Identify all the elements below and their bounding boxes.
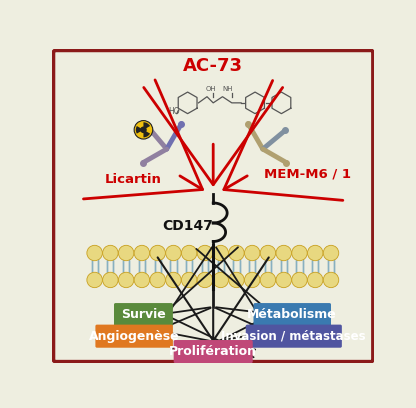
Text: MEM-M6 / 1: MEM-M6 / 1 xyxy=(264,167,351,180)
Circle shape xyxy=(292,245,307,261)
Text: OH: OH xyxy=(206,86,216,92)
Circle shape xyxy=(229,245,244,261)
Wedge shape xyxy=(144,122,150,129)
FancyBboxPatch shape xyxy=(54,51,373,361)
Text: Licartin: Licartin xyxy=(105,173,162,186)
Circle shape xyxy=(229,272,244,288)
Circle shape xyxy=(245,272,260,288)
Circle shape xyxy=(276,245,292,261)
Text: Prolifération: Prolifération xyxy=(169,345,257,358)
Circle shape xyxy=(103,272,118,288)
FancyBboxPatch shape xyxy=(246,325,342,348)
Circle shape xyxy=(119,245,134,261)
Circle shape xyxy=(150,272,166,288)
Text: AC-73: AC-73 xyxy=(183,57,243,75)
FancyBboxPatch shape xyxy=(253,303,331,326)
Circle shape xyxy=(166,272,181,288)
Wedge shape xyxy=(136,126,141,133)
FancyBboxPatch shape xyxy=(95,325,173,348)
Circle shape xyxy=(307,272,323,288)
Circle shape xyxy=(166,245,181,261)
Circle shape xyxy=(197,272,213,288)
Circle shape xyxy=(323,272,339,288)
Circle shape xyxy=(245,245,260,261)
Circle shape xyxy=(134,121,153,139)
Circle shape xyxy=(134,245,150,261)
Circle shape xyxy=(307,245,323,261)
Circle shape xyxy=(87,245,102,261)
Circle shape xyxy=(292,272,307,288)
Circle shape xyxy=(119,272,134,288)
Circle shape xyxy=(213,245,228,261)
Circle shape xyxy=(141,127,146,133)
Circle shape xyxy=(150,245,166,261)
Text: Invasion / métastases: Invasion / métastases xyxy=(221,330,366,343)
Circle shape xyxy=(260,245,276,261)
Circle shape xyxy=(276,272,292,288)
FancyBboxPatch shape xyxy=(114,303,173,326)
Circle shape xyxy=(134,272,150,288)
Circle shape xyxy=(181,245,197,261)
Text: NH: NH xyxy=(223,86,233,92)
Circle shape xyxy=(181,272,197,288)
Circle shape xyxy=(323,245,339,261)
Text: Survie: Survie xyxy=(121,308,166,321)
Circle shape xyxy=(197,245,213,261)
Text: Angiogenèse: Angiogenèse xyxy=(89,330,179,343)
Circle shape xyxy=(103,245,118,261)
Text: CD147: CD147 xyxy=(162,219,213,233)
Text: Métabolisme: Métabolisme xyxy=(248,308,337,321)
Wedge shape xyxy=(144,131,150,137)
Circle shape xyxy=(87,272,102,288)
FancyBboxPatch shape xyxy=(173,340,253,363)
Text: HO: HO xyxy=(168,106,179,115)
Circle shape xyxy=(260,272,276,288)
Circle shape xyxy=(213,272,228,288)
